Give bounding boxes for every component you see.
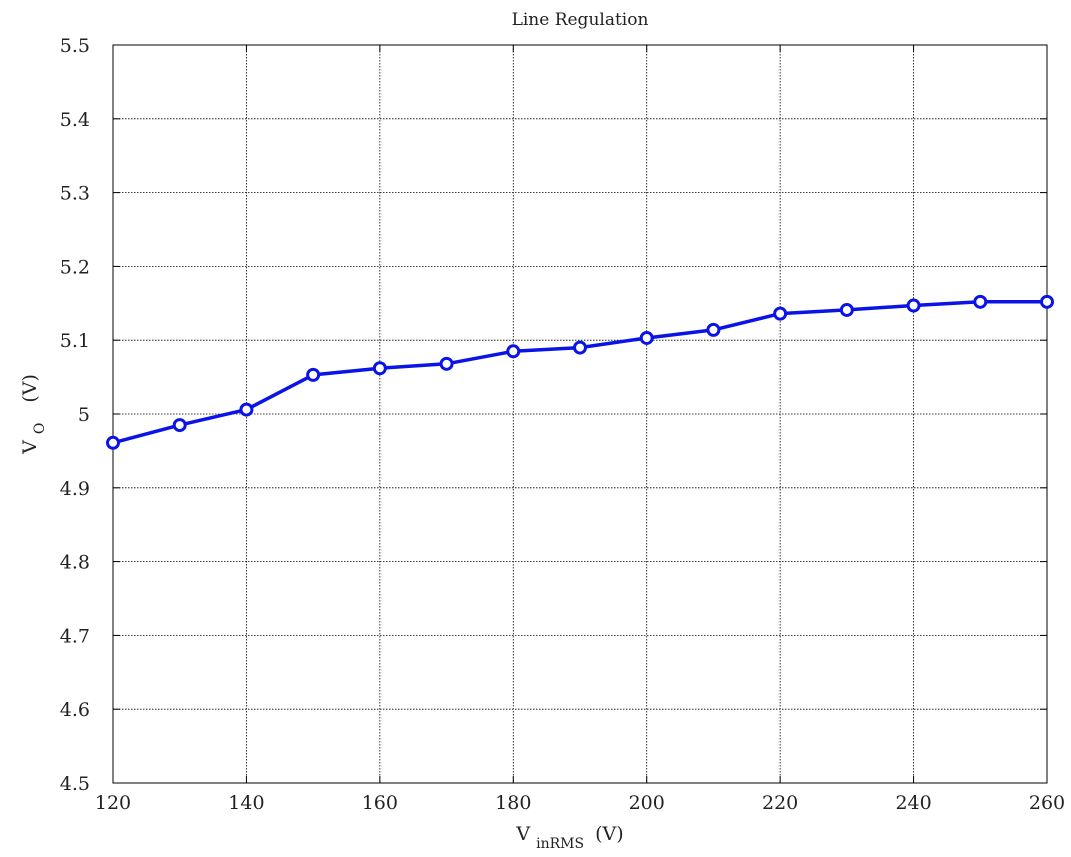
x-tick-label: 200	[629, 792, 665, 814]
series-line	[112, 300, 1047, 445]
y-tick-label: 5.1	[60, 330, 90, 352]
data-point	[506, 344, 521, 359]
x-axis-label-unit: (V)	[595, 823, 624, 845]
y-tick-label: 4.9	[60, 478, 90, 500]
y-axis-label: V O (V)	[19, 374, 49, 455]
y-axis-tick-labels: 4.5 4.6 4.7 4.8 4.9 5 5.1 5.2 5.3 5.4 5.5	[60, 35, 90, 795]
data-point	[439, 356, 454, 371]
data-point	[573, 340, 587, 355]
y-axis-label-sub: O	[32, 423, 48, 434]
y-tick-label: 5	[78, 404, 90, 426]
x-tick-label: 240	[895, 792, 931, 814]
chart-title: Line Regulation	[512, 10, 649, 30]
data-point	[706, 322, 721, 337]
data-point	[1040, 294, 1054, 309]
x-tick-label: 140	[228, 792, 264, 814]
y-tick-label: 4.6	[60, 699, 90, 721]
y-tick-label: 5.2	[60, 256, 90, 278]
data-point	[106, 435, 120, 450]
data-point	[306, 367, 321, 382]
x-tick-label: 120	[95, 792, 131, 814]
data-point	[906, 298, 921, 313]
y-axis-label-unit: (V)	[19, 374, 41, 403]
y-tick-label: 4.5	[60, 773, 90, 795]
data-point	[773, 306, 788, 321]
y-tick-label: 4.8	[60, 552, 90, 574]
y-tick-label: 5.3	[60, 183, 90, 205]
data-point	[973, 294, 988, 309]
plot-area-frame	[112, 44, 1048, 784]
data-point	[372, 361, 387, 376]
data-point	[639, 330, 654, 345]
y-tick-label: 5.5	[60, 35, 90, 57]
x-tick-label: 260	[1029, 792, 1065, 814]
x-tick-label: 180	[495, 792, 531, 814]
x-axis-tick-labels: 120 140 160 180 200 220 240 260	[95, 792, 1065, 814]
series-layer	[106, 294, 1054, 450]
data-point	[239, 402, 254, 417]
x-axis-label-main: V	[515, 823, 530, 845]
x-axis-label: V inRMS (V)	[515, 823, 623, 853]
axis-ticks	[112, 44, 1048, 784]
y-tick-label: 5.4	[60, 109, 90, 131]
y-tick-label: 4.7	[60, 625, 90, 647]
x-tick-label: 160	[362, 792, 398, 814]
x-tick-label: 220	[762, 792, 798, 814]
x-axis-label-sub: inRMS	[536, 836, 584, 852]
grid-lines	[113, 45, 1047, 783]
data-point	[839, 302, 854, 317]
y-axis-label-main: V	[19, 440, 41, 455]
data-point	[172, 418, 187, 433]
